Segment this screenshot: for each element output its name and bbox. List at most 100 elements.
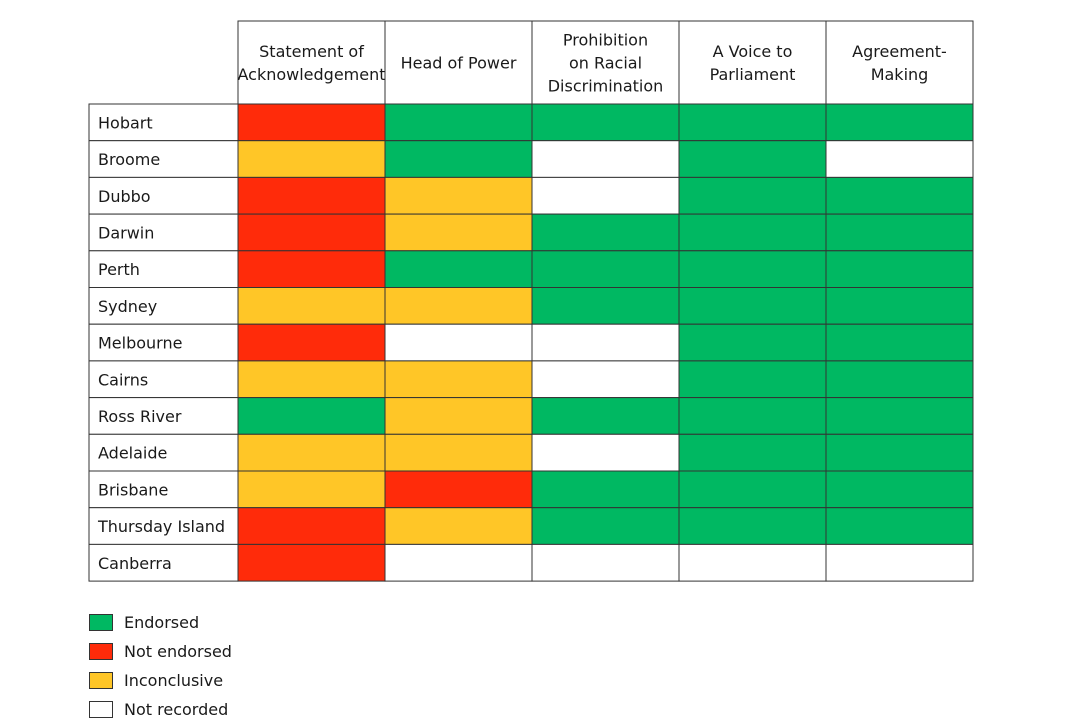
column-header-agreement-making: Agreement- Making: [825, 20, 974, 105]
status-cell-head-of-power-endorsed: [384, 103, 533, 142]
status-cell-head-of-power-inconclusive: [384, 360, 533, 399]
column-header-cell: [825, 20, 974, 105]
status-cell-a-voice-to-parliament-endorsed: [678, 433, 827, 472]
column-header-label: Head of Power: [401, 54, 517, 73]
row-label-cell: [88, 213, 239, 252]
status-cell-a-voice-to-parliament-not-recorded: [678, 543, 827, 582]
status-cell-a-voice-to-parliament-endorsed: [678, 507, 827, 545]
row-label-cell: [88, 433, 239, 472]
column-header-cell: [237, 20, 386, 105]
column-header-label: Prohibition: [563, 31, 648, 50]
legend-swatch-inconclusive: [89, 672, 113, 689]
status-cell-agreement-making-endorsed: [825, 507, 974, 545]
row-label-cell: [88, 287, 239, 325]
status-cell-head-of-power-inconclusive: [384, 433, 533, 472]
row-label: Ross River: [98, 407, 182, 426]
status-cell-prohibition-on-racial-discrimination-not-recorded: [531, 433, 680, 472]
status-cell-agreement-making-not-recorded: [825, 543, 974, 582]
column-header-label: Discrimination: [548, 77, 664, 96]
legend-item-not-endorsed: Not endorsed: [89, 637, 232, 666]
row-label: Thursday Island: [97, 517, 225, 536]
column-header-label: Statement of: [259, 42, 364, 61]
row-label: Canberra: [98, 554, 172, 573]
column-header-cell: [384, 20, 533, 105]
table-row-thursday-island: Thursday Island: [88, 507, 974, 545]
status-cell-prohibition-on-racial-discrimination-endorsed: [531, 103, 680, 142]
status-cell-head-of-power-inconclusive: [384, 176, 533, 215]
column-header-label: on Racial: [569, 54, 642, 73]
legend-item-endorsed: Endorsed: [89, 608, 232, 637]
legend-swatch-not-endorsed: [89, 643, 113, 660]
status-cell-agreement-making-endorsed: [825, 433, 974, 472]
status-cell-statement-of-acknowledgement-inconclusive: [237, 360, 386, 399]
status-cell-head-of-power-endorsed: [384, 140, 533, 178]
status-cell-head-of-power-not-recorded: [384, 543, 533, 582]
legend-label-inconclusive: Inconclusive: [124, 671, 224, 690]
row-label: Perth: [98, 260, 140, 279]
status-cell-prohibition-on-racial-discrimination-not-recorded: [531, 176, 680, 215]
legend: Endorsed Not endorsed Inconclusive Not r…: [89, 608, 232, 724]
status-cell-statement-of-acknowledgement-not-endorsed: [237, 507, 386, 545]
status-cell-statement-of-acknowledgement-not-endorsed: [237, 176, 386, 215]
legend-label-endorsed: Endorsed: [124, 613, 200, 632]
status-cell-agreement-making-endorsed: [825, 287, 974, 325]
table-row-perth: Perth: [88, 250, 974, 289]
status-cell-statement-of-acknowledgement-not-endorsed: [237, 213, 386, 252]
status-cell-a-voice-to-parliament-endorsed: [678, 140, 827, 178]
row-label: Sydney: [98, 297, 157, 316]
row-label: Darwin: [98, 223, 154, 242]
status-cell-statement-of-acknowledgement-endorsed: [237, 397, 386, 435]
legend-label-not-endorsed: Not endorsed: [124, 642, 232, 661]
status-cell-statement-of-acknowledgement-inconclusive: [237, 433, 386, 472]
status-cell-a-voice-to-parliament-endorsed: [678, 287, 827, 325]
status-cell-prohibition-on-racial-discrimination-endorsed: [531, 287, 680, 325]
table-row-broome: Broome: [88, 140, 974, 178]
column-header-statement-of-acknowledgement: Statement of Acknowledgement: [237, 20, 386, 105]
status-cell-agreement-making-endorsed: [825, 176, 974, 215]
status-cell-a-voice-to-parliament-endorsed: [678, 250, 827, 289]
status-cell-prohibition-on-racial-discrimination-endorsed: [531, 397, 680, 435]
column-header-prohibition-on-racial-discrimination: Prohibition on Racial Discrimination: [531, 20, 680, 105]
table-row-hobart: Hobart: [88, 103, 974, 142]
column-header-label: Parliament: [710, 65, 796, 84]
legend-swatch-endorsed: [89, 614, 113, 631]
status-table: Statement of Acknowledgement Head of Power…: [88, 20, 974, 582]
status-cell-a-voice-to-parliament-endorsed: [678, 323, 827, 362]
status-cell-agreement-making-endorsed: [825, 360, 974, 399]
status-cell-statement-of-acknowledgement-inconclusive: [237, 470, 386, 509]
status-cell-statement-of-acknowledgement-not-endorsed: [237, 103, 386, 142]
column-header-label: Agreement-: [852, 42, 947, 61]
column-header-head-of-power: Head of Power: [384, 20, 533, 105]
row-label: Brisbane: [98, 480, 168, 499]
status-cell-prohibition-on-racial-discrimination-endorsed: [531, 250, 680, 289]
row-label: Adelaide: [98, 444, 167, 463]
status-cell-a-voice-to-parliament-endorsed: [678, 397, 827, 435]
table-row-cairns: Cairns: [88, 360, 974, 399]
legend-swatch-not-recorded: [89, 701, 113, 718]
legend-label-not-recorded: Not recorded: [124, 700, 229, 719]
status-cell-prohibition-on-racial-discrimination-endorsed: [531, 213, 680, 252]
row-label-cell: [88, 103, 239, 142]
status-cell-a-voice-to-parliament-endorsed: [678, 103, 827, 142]
column-header-label: Acknowledgement: [237, 65, 385, 84]
table-row-adelaide: Adelaide: [88, 433, 974, 472]
row-label: Dubbo: [98, 187, 151, 206]
row-label-cell: [88, 360, 239, 399]
status-cell-a-voice-to-parliament-endorsed: [678, 470, 827, 509]
status-cell-head-of-power-not-recorded: [384, 323, 533, 362]
column-header-a-voice-to-parliament: A Voice to Parliament: [678, 20, 827, 105]
status-cell-head-of-power-not-endorsed: [384, 470, 533, 509]
status-cell-agreement-making-endorsed: [825, 250, 974, 289]
column-header-cell: [531, 20, 680, 105]
status-cell-prohibition-on-racial-discrimination-not-recorded: [531, 323, 680, 362]
row-label: Melbourne: [98, 334, 182, 353]
status-cell-agreement-making-not-recorded: [825, 140, 974, 178]
table-row-canberra: Canberra: [88, 543, 974, 582]
legend-item-inconclusive: Inconclusive: [89, 666, 232, 695]
status-cell-head-of-power-inconclusive: [384, 397, 533, 435]
column-header-label: Making: [871, 65, 929, 84]
row-label-cell: [88, 507, 239, 545]
row-label: Broome: [98, 150, 160, 169]
status-cell-a-voice-to-parliament-endorsed: [678, 213, 827, 252]
legend-item-not-recorded: Not recorded: [89, 695, 232, 724]
